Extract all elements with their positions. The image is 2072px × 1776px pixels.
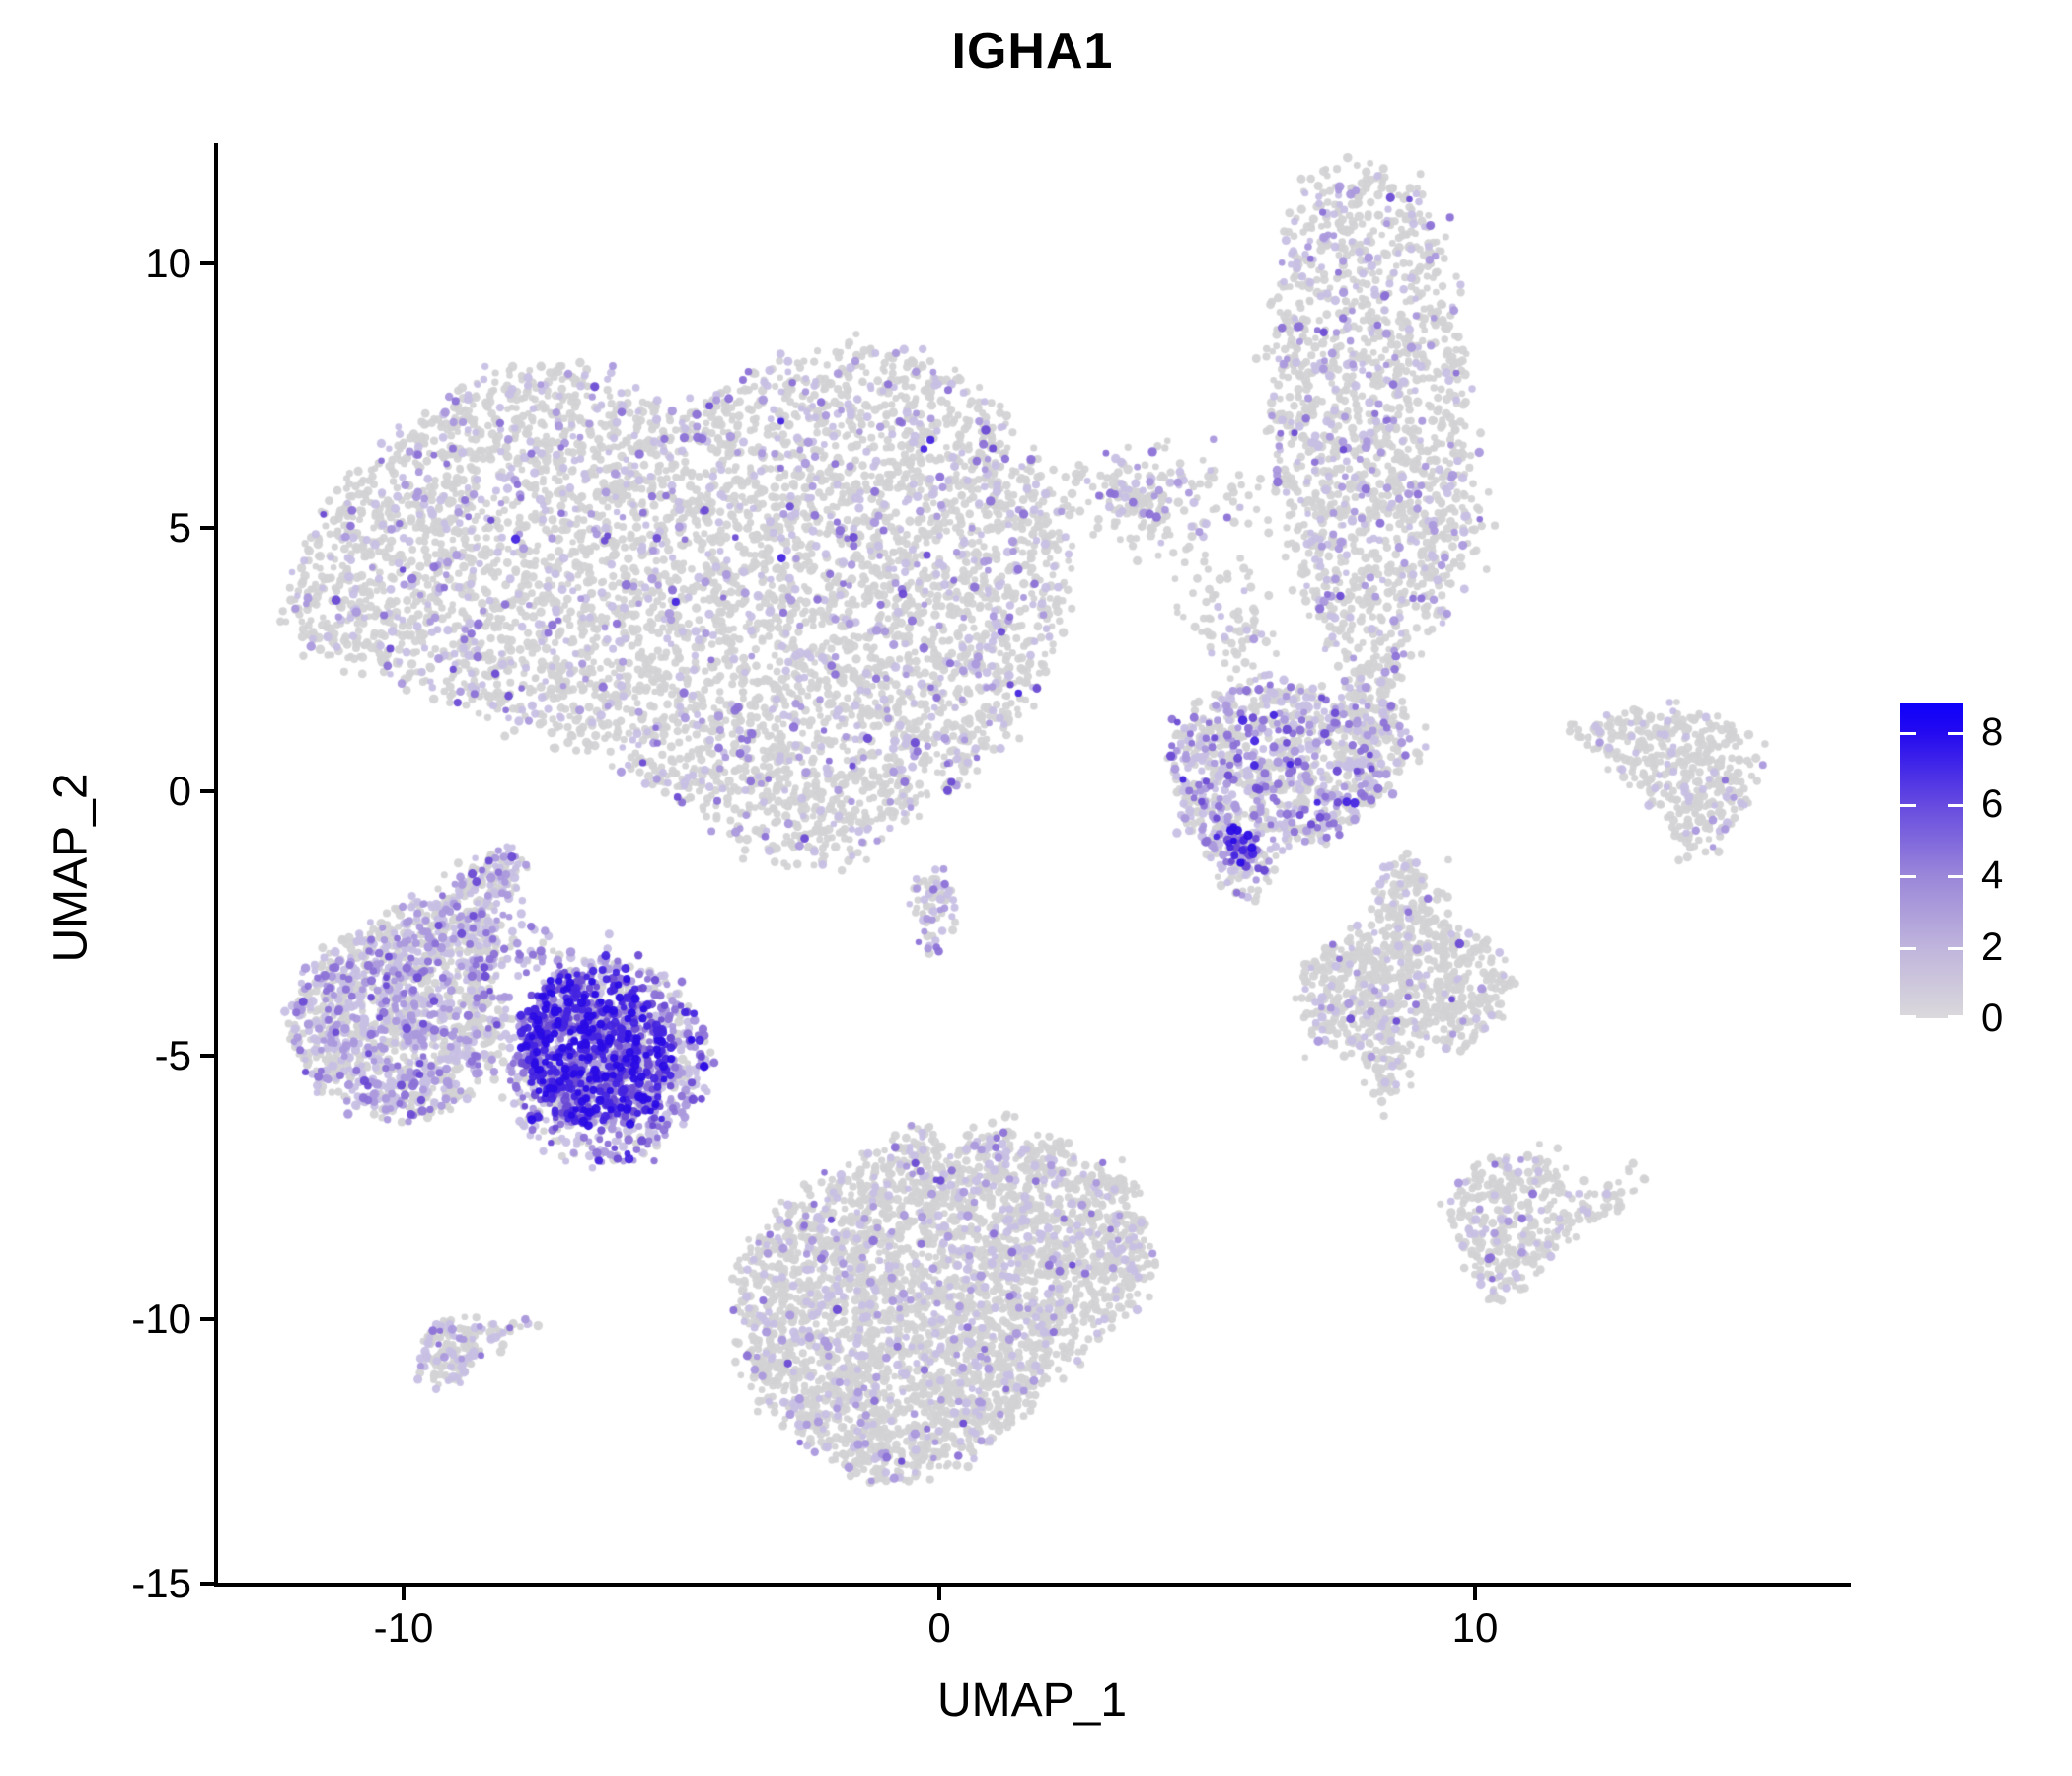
colorbar-tick-notch [1948, 803, 1963, 807]
colorbar-tick-label: 2 [1981, 925, 2004, 969]
x-axis-title: UMAP_1 [936, 1674, 1128, 1727]
y-tick-mark [200, 525, 214, 530]
plot-title: IGHA1 [951, 23, 1114, 80]
colorbar-tick-notch [1900, 803, 1916, 807]
y-tick-mark [200, 261, 214, 265]
y-tick-label: -15 [131, 1559, 191, 1606]
colorbar-tick-notch [1948, 875, 1963, 878]
x-tick-label: -10 [373, 1604, 434, 1651]
y-tick-mark [200, 789, 214, 793]
x-axis-line [214, 1583, 1851, 1587]
y-tick-mark [200, 1581, 214, 1586]
y-tick-label: -5 [154, 1031, 191, 1078]
y-axis-title: UMAP_2 [44, 773, 98, 963]
y-tick-mark [200, 1317, 214, 1321]
x-tick-mark [1473, 1587, 1477, 1600]
colorbar-tick-notch [1948, 1015, 1963, 1018]
colorbar-tick-notch [1900, 732, 1916, 735]
colorbar-tick-notch [1900, 1015, 1916, 1018]
x-tick-mark [937, 1587, 941, 1600]
y-tick-label: -10 [131, 1295, 191, 1342]
colorbar-tick-notch [1948, 732, 1963, 735]
y-axis-line [214, 143, 218, 1587]
colorbar-tick-label: 8 [1981, 710, 2004, 754]
colorbar-tick-label: 6 [1981, 781, 2004, 826]
expression-colorbar [1900, 703, 1963, 1018]
colorbar-tick-label: 0 [1981, 997, 2004, 1040]
colorbar-tick-notch [1900, 946, 1916, 950]
x-tick-mark [402, 1587, 406, 1600]
y-tick-label: 0 [168, 768, 191, 814]
x-tick-label: 10 [1451, 1604, 1499, 1651]
colorbar-tick-label: 4 [1981, 853, 2004, 897]
y-tick-label: 10 [145, 240, 191, 286]
y-tick-label: 5 [168, 503, 191, 551]
x-tick-label: 0 [927, 1604, 951, 1651]
colorbar-tick-notch [1948, 946, 1963, 950]
colorbar-tick-notch [1900, 875, 1916, 878]
y-tick-mark [200, 1053, 214, 1058]
